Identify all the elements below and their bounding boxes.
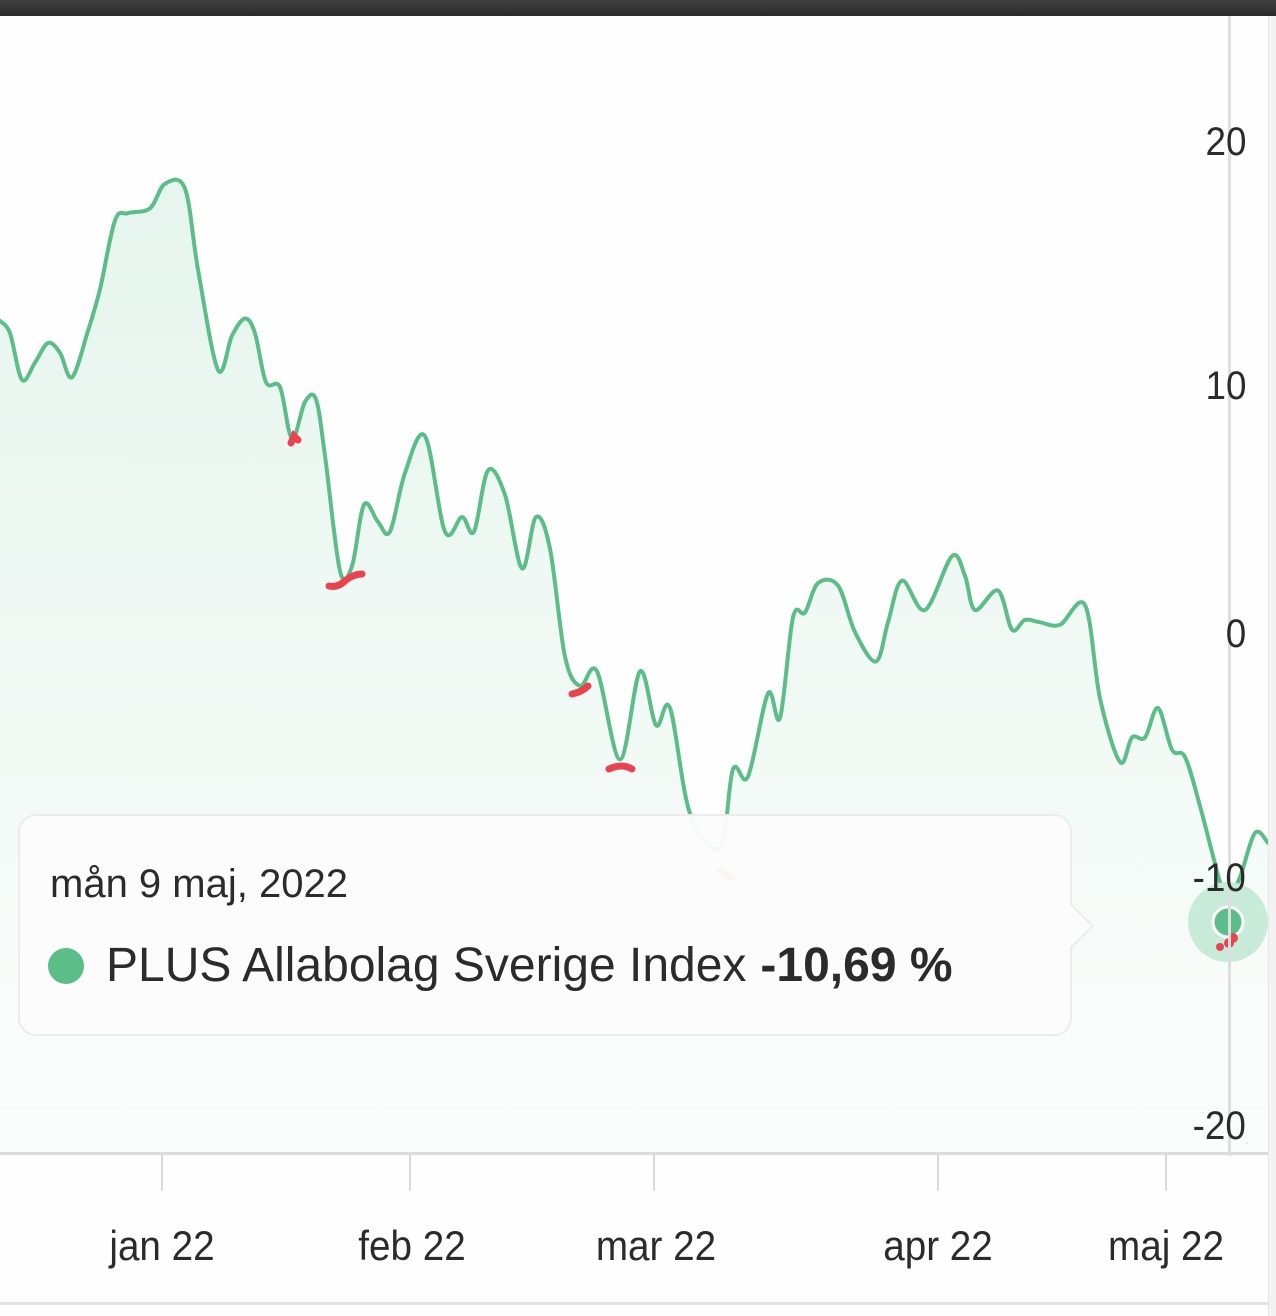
x-tick-label: jan 22: [109, 1222, 215, 1269]
y-tick-label: 20: [1205, 120, 1246, 164]
series-color-dot-icon: [48, 947, 84, 984]
crosshair-line: [1228, 16, 1231, 1156]
series-line: [0, 177, 1270, 902]
x-tick-mark: [937, 1155, 939, 1191]
tooltip-series-row: PLUS Allabolag Sverige Index -10,69 %: [48, 938, 953, 993]
tooltip-pointer-fill: [1069, 904, 1091, 948]
tooltip-value: -10,69 %: [760, 939, 953, 992]
x-tick-mark: [1165, 1155, 1167, 1191]
x-axis-line: [0, 1152, 1268, 1155]
x-tick-label: feb 22: [358, 1222, 466, 1269]
window-top-bar: [0, 0, 1276, 16]
chart-bottom-border: [0, 1302, 1268, 1305]
x-tick-mark: [409, 1155, 411, 1191]
y-tick-label: 10: [1205, 364, 1246, 408]
y-tick-label: 0: [1225, 612, 1246, 656]
tooltip-series-name: PLUS Allabolag Sverige Index: [106, 939, 747, 992]
chart-tooltip: mån 9 maj, 2022 PLUS Allabolag Sverige I…: [18, 814, 1094, 1036]
y-tick-label: -20: [1192, 1104, 1246, 1148]
x-tick-label: mar 22: [595, 1222, 717, 1269]
x-tick-label: maj 22: [1108, 1222, 1224, 1269]
x-tick-mark: [161, 1155, 163, 1191]
x-tick-mark: [653, 1155, 655, 1191]
x-tick-label: apr 22: [883, 1222, 993, 1269]
y-tick-label: -10: [1192, 856, 1246, 900]
scrollbar-track[interactable]: [1268, 16, 1276, 1316]
tooltip-date: mån 9 maj, 2022: [50, 862, 348, 906]
